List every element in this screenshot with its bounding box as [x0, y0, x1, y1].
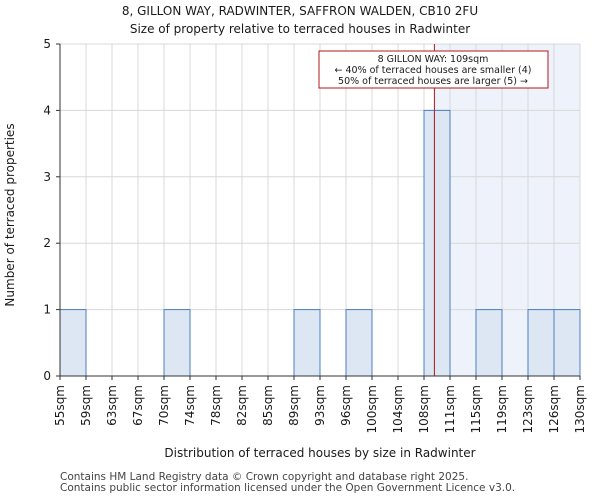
- x-tick-label: 108sqm: [417, 385, 431, 433]
- y-tick-label: 3: [43, 170, 51, 184]
- footer-line1: Contains HM Land Registry data © Crown c…: [60, 471, 469, 483]
- y-axis-label: Number of terraced properties: [3, 123, 17, 306]
- x-tick-label: 126sqm: [547, 385, 561, 433]
- x-tick-label: 104sqm: [391, 385, 405, 433]
- x-tick-label: 93sqm: [313, 385, 327, 426]
- x-tick-label: 55sqm: [53, 385, 67, 426]
- x-tick-label: 123sqm: [521, 385, 535, 433]
- bar-126sqm: [553, 309, 581, 377]
- x-tick-label: 78sqm: [209, 385, 223, 426]
- x-tick-label: 74sqm: [183, 385, 197, 426]
- x-tick-label: 130sqm: [573, 385, 587, 433]
- x-tick-label: 70sqm: [157, 385, 171, 426]
- x-tick-label: 59sqm: [79, 385, 93, 426]
- bar-123sqm: [527, 309, 555, 377]
- x-tick-label: 119sqm: [495, 385, 509, 433]
- y-tick-label: 2: [43, 236, 51, 250]
- y-tick-label: 5: [43, 37, 51, 51]
- annotation-line3: 50% of terraced houses are larger (5) →: [338, 76, 528, 87]
- x-tick-label: 100sqm: [365, 385, 379, 433]
- annotation-box: 8 GILLON WAY: 109sqm ← 40% of terraced h…: [318, 50, 549, 89]
- x-tick-label: 115sqm: [469, 385, 483, 433]
- x-tick-label: 85sqm: [261, 385, 275, 426]
- x-tick-label: 82sqm: [235, 385, 249, 426]
- x-tick-label: 111sqm: [443, 385, 457, 433]
- annotation-line1: 8 GILLON WAY: 109sqm: [378, 54, 489, 65]
- chart-title-line2: Size of property relative to terraced ho…: [130, 22, 470, 36]
- x-tick-label: 63sqm: [105, 385, 119, 426]
- x-tick-label: 67sqm: [131, 385, 145, 426]
- bar-115sqm: [475, 309, 503, 377]
- bar-70sqm: [163, 309, 191, 377]
- chart-title-line1: 8, GILLON WAY, RADWINTER, SAFFRON WALDEN…: [122, 4, 478, 18]
- bar-108sqm: [423, 109, 451, 377]
- y-tick-label: 0: [43, 369, 51, 383]
- x-axis-label: Distribution of terraced houses by size …: [164, 446, 475, 460]
- bar-55sqm: [59, 309, 87, 377]
- annotation-rect: [318, 50, 549, 89]
- x-tick-label: 96sqm: [339, 385, 353, 426]
- annotation-line2: ← 40% of terraced houses are smaller (4): [335, 65, 532, 76]
- bar-96sqm: [345, 309, 373, 377]
- y-tick-label: 4: [43, 103, 51, 117]
- x-tick-label: 89sqm: [287, 385, 301, 426]
- bar-89sqm: [293, 309, 321, 377]
- y-tick-label: 1: [43, 303, 51, 317]
- footer-line2: Contains public sector information licen…: [60, 482, 516, 494]
